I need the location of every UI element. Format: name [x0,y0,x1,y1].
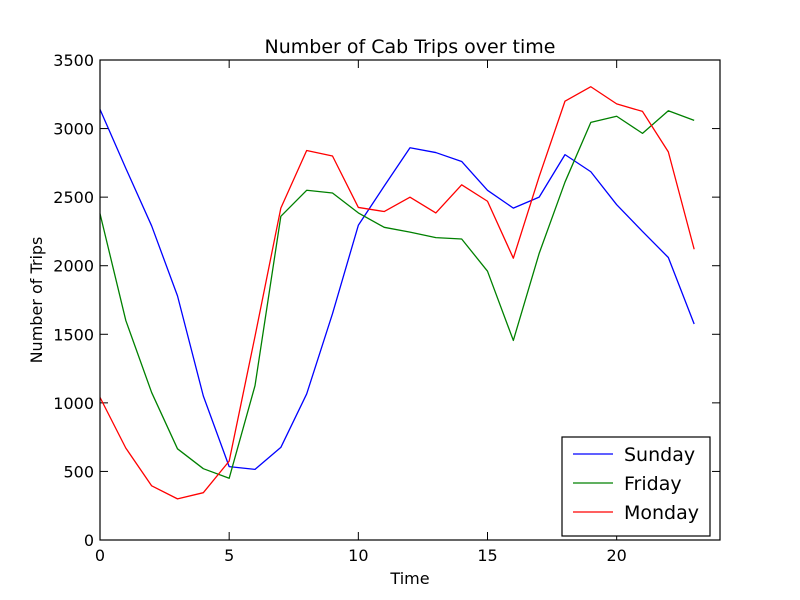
x-tick-label: 15 [477,546,497,565]
x-axis-label: Time [389,569,429,588]
series-line-monday [99,86,695,500]
x-tick-label: 10 [348,546,368,565]
y-tick-label: 2500 [53,188,94,207]
y-tick-label: 1000 [53,394,94,413]
legend-label-monday: Monday [624,502,699,524]
y-tick-label: 3500 [53,51,94,70]
x-tick-label: 5 [224,546,234,565]
plot-frame [99,59,721,541]
plot-area: 0 5 10 15 20 0 500 1000 1500 2000 2500 3000 3500 [53,51,720,565]
y-tick-label: 3000 [53,120,94,139]
chart-title: Number of Cab Trips over time [265,36,556,58]
y-tick-label: 0 [84,531,94,550]
legend: Sunday Friday Monday [561,436,711,537]
y-tick-label: 500 [63,462,94,481]
x-tick-label: 0 [95,546,105,565]
series-line-friday [99,110,695,479]
legend-label-sunday: Sunday [624,444,695,466]
y-tick-label: 2000 [53,257,94,276]
series-line-sunday [99,109,695,471]
x-tick-label: 20 [606,546,626,565]
y-tick-label: 1500 [53,325,94,344]
y-axis-label: Number of Trips [27,237,46,364]
legend-label-friday: Friday [624,473,682,495]
